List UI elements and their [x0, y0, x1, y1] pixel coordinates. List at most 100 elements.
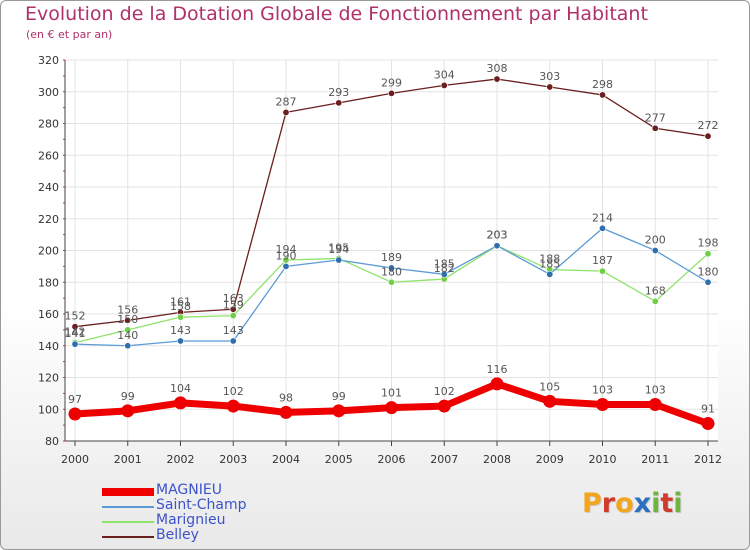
data-label-belley: 163	[223, 292, 244, 305]
data-label-belley: 156	[117, 303, 138, 316]
data-label-saint-champ: 141	[65, 327, 86, 340]
data-point-saint-champ	[229, 337, 237, 345]
data-label-belley: 298	[592, 78, 613, 91]
data-point-saint-champ	[598, 224, 606, 232]
data-point-saint-champ	[546, 270, 554, 278]
data-label-magnieu: 99	[121, 390, 135, 403]
proxiti-logo: Proxiti	[582, 488, 683, 519]
chart-subtitle: (en € et par an)	[26, 28, 113, 41]
y-tick-label: 240	[38, 181, 59, 194]
data-point-magnieu	[226, 399, 240, 413]
legend-label-marignieu: Marignieu	[156, 512, 226, 528]
data-label-saint-champ: 143	[170, 324, 191, 337]
data-point-belley	[704, 132, 712, 140]
y-tick-label: 300	[38, 86, 59, 99]
data-label-saint-champ: 190	[276, 249, 297, 262]
data-label-belley: 277	[645, 111, 666, 124]
data-point-magnieu	[648, 397, 662, 411]
x-tick-label: 2003	[219, 453, 247, 466]
data-label-saint-champ: 143	[223, 324, 244, 337]
x-tick-label: 2007	[430, 453, 458, 466]
data-point-magnieu	[490, 377, 504, 391]
data-point-marignieu	[704, 250, 712, 258]
data-label-marignieu: 158	[170, 300, 191, 313]
data-point-magnieu	[385, 401, 398, 415]
data-point-marignieu	[387, 278, 395, 286]
data-point-marignieu	[177, 313, 185, 321]
x-tick-label: 2002	[167, 453, 195, 466]
data-label-saint-champ: 214	[592, 211, 613, 224]
y-tick-label: 260	[38, 149, 59, 162]
x-tick-label: 2001	[114, 453, 142, 466]
data-point-belley	[493, 75, 501, 83]
data-label-magnieu: 116	[487, 363, 508, 376]
logo-letter: i	[651, 488, 661, 519]
logo-letter: r	[601, 488, 616, 519]
y-tick-label: 320	[38, 54, 59, 67]
data-label-magnieu: 98	[279, 391, 293, 404]
data-label-marignieu: 182	[434, 262, 455, 275]
data-label-marignieu: 203	[487, 229, 508, 242]
data-point-belley	[598, 91, 606, 99]
logo-letter: P	[582, 488, 602, 519]
data-point-belley	[440, 81, 448, 89]
data-point-saint-champ	[493, 242, 501, 250]
data-point-saint-champ	[440, 270, 448, 278]
data-label-saint-champ: 200	[645, 234, 666, 247]
data-label-magnieu: 99	[332, 390, 346, 403]
data-label-magnieu: 97	[68, 393, 82, 406]
data-label-magnieu: 102	[223, 385, 244, 398]
logo-letter: i	[673, 488, 683, 519]
legend-swatch-magnieu	[102, 488, 154, 496]
y-tick-label: 180	[38, 276, 59, 289]
data-label-saint-champ: 203	[487, 229, 508, 242]
logo-letter: x	[633, 488, 652, 519]
data-point-magnieu	[121, 404, 135, 418]
data-label-belley: 308	[487, 62, 508, 75]
data-point-belley	[651, 124, 659, 132]
data-point-marignieu	[598, 267, 606, 275]
x-tick-label: 2008	[483, 453, 511, 466]
data-label-belley: 293	[328, 86, 349, 99]
data-label-belley: 303	[539, 70, 560, 83]
y-tick-label: 80	[45, 435, 59, 448]
x-tick-label: 2010	[589, 453, 617, 466]
data-point-marignieu	[124, 326, 132, 334]
data-point-magnieu	[701, 417, 715, 431]
data-label-marignieu: 168	[645, 284, 666, 297]
chart-title: Evolution de la Dotation Globale de Fonc…	[25, 3, 648, 25]
data-label-magnieu: 103	[645, 383, 666, 396]
data-point-magnieu	[68, 407, 82, 421]
data-point-saint-champ	[124, 342, 132, 350]
data-point-magnieu	[174, 396, 187, 410]
x-tick-label: 2006	[378, 453, 406, 466]
data-label-marignieu: 198	[698, 237, 719, 250]
data-point-magnieu	[437, 399, 451, 413]
y-tick-label: 140	[38, 340, 59, 353]
data-label-belley: 304	[434, 68, 455, 81]
data-label-belley: 287	[276, 95, 297, 108]
x-tick-label: 2009	[536, 453, 564, 466]
data-label-marignieu: 187	[592, 254, 613, 267]
data-label-saint-champ: 140	[117, 329, 138, 342]
legend-swatch-saint-champ	[102, 506, 154, 508]
data-label-marignieu: 180	[381, 265, 402, 278]
data-label-saint-champ: 189	[381, 251, 402, 264]
logo-letter: t	[660, 488, 674, 519]
data-label-magnieu: 105	[539, 380, 560, 393]
data-label-belley: 161	[170, 295, 191, 308]
y-tick-label: 120	[38, 372, 59, 385]
data-point-belley	[335, 99, 343, 107]
x-tick-label: 2012	[694, 453, 722, 466]
logo-letter: o	[615, 488, 634, 519]
data-point-saint-champ	[651, 247, 659, 255]
data-label-saint-champ: 185	[539, 257, 560, 270]
y-tick-label: 160	[38, 308, 59, 321]
data-point-magnieu	[279, 405, 293, 419]
legend-label-magnieu: MAGNIEU	[156, 482, 222, 498]
legend-swatch-marignieu	[102, 521, 154, 523]
y-tick-label: 220	[38, 213, 59, 226]
data-point-marignieu	[229, 312, 237, 320]
data-point-belley	[282, 108, 290, 116]
